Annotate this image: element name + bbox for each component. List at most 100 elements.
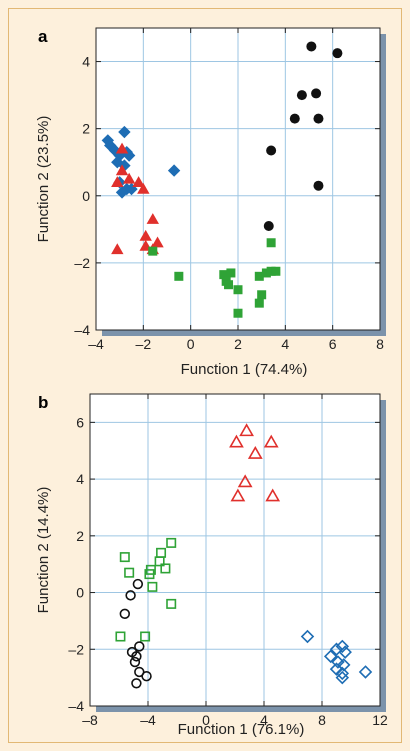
y-tick-label: –2	[74, 255, 90, 271]
data-points	[101, 41, 343, 318]
chart-panel-a: –4 –2 0 2 4 6 8 –4 –2 0 2 4 Function 1 (74.4%) Functi…	[35, 27, 386, 378]
data-point-diamond	[358, 665, 373, 679]
data-point-square	[271, 266, 281, 276]
data-point-square	[266, 266, 276, 276]
data-point-square	[254, 271, 264, 281]
y-tick-label: –4	[74, 322, 90, 338]
data-point-diamond	[337, 658, 351, 672]
data-point-circle	[313, 180, 324, 191]
x-axis-label: Function 1 (76.1%)	[178, 721, 305, 738]
x-tick-label: 4	[281, 336, 289, 352]
data-point-diamond	[335, 670, 350, 685]
data-point-square	[144, 569, 155, 580]
data-point-triangle	[111, 243, 124, 255]
x-tick-label: –8	[82, 712, 98, 728]
y-axis-label: Function 2 (23.5%)	[35, 116, 52, 243]
data-point-triangle	[115, 142, 129, 154]
data-point-circle	[131, 678, 142, 689]
data-point-square	[226, 268, 236, 278]
y-tick-label: –4	[68, 698, 84, 714]
data-point-diamond	[338, 645, 352, 659]
data-point-triangle	[132, 176, 145, 188]
y-axis-label: Function 2 (14.4%)	[35, 487, 52, 614]
data-point-circle	[129, 656, 141, 668]
x-tick-label: 0	[202, 712, 210, 728]
x-tick-label: 6	[329, 336, 337, 352]
data-point-triangle	[151, 236, 164, 248]
data-point-diamond	[329, 662, 344, 676]
data-point-circle	[332, 48, 343, 59]
data-point-square	[266, 238, 276, 248]
data-point-square	[148, 246, 158, 256]
data-point-triangle	[146, 213, 159, 224]
data-point-circle	[263, 220, 274, 231]
data-point-triangle	[237, 474, 253, 488]
x-tick-label: 12	[372, 712, 388, 728]
data-point-triangle	[265, 488, 281, 502]
data-point-square	[224, 280, 234, 290]
x-tick-label: 4	[260, 712, 268, 728]
data-point-diamond	[335, 666, 350, 681]
data-point-diamond	[122, 149, 136, 162]
data-point-triangle	[137, 182, 150, 194]
data-point-circle	[134, 641, 145, 652]
data-point-circle	[132, 578, 144, 590]
x-tick-label: 8	[318, 712, 326, 728]
data-point-square	[166, 537, 177, 548]
data-point-square	[147, 581, 158, 592]
data-point-triangle	[247, 445, 263, 459]
y-tick-label: 2	[76, 528, 84, 544]
data-point-square	[233, 285, 243, 295]
data-point-square	[174, 271, 184, 281]
data-point-circle	[131, 651, 142, 662]
data-point-triangle	[230, 488, 246, 502]
data-point-triangle	[229, 434, 244, 448]
data-point-square	[115, 631, 126, 642]
plot-border	[89, 393, 381, 707]
data-point-diamond	[323, 649, 338, 664]
data-point-circle	[125, 590, 136, 601]
x-axis-label: Function 1 (74.4%)	[181, 361, 308, 378]
panel-letter: a	[38, 27, 48, 46]
y-tick-label: 0	[82, 188, 90, 204]
data-point-circle	[313, 113, 324, 124]
x-tick-label: 2	[234, 336, 242, 352]
data-point-diamond	[115, 186, 129, 199]
data-point-circle	[119, 608, 131, 620]
data-point-diamond	[329, 642, 344, 657]
data-point-diamond	[113, 149, 126, 162]
data-point-square	[166, 598, 177, 609]
x-tick-label: –4	[88, 336, 104, 352]
data-point-diamond	[167, 164, 181, 177]
data-point-triangle	[139, 229, 152, 241]
y-tick-label: 0	[76, 585, 84, 601]
data-point-triangle	[122, 172, 136, 184]
data-point-square	[254, 298, 264, 308]
y-tick-label: –2	[68, 641, 84, 657]
y-tick-label: 2	[82, 121, 90, 137]
data-point-circle	[296, 90, 307, 101]
data-point-triangle	[263, 434, 279, 448]
data-point-square	[119, 552, 130, 563]
data-point-circle	[311, 88, 322, 99]
data-point-diamond	[118, 125, 131, 139]
panel-letter: b	[38, 393, 48, 412]
data-point-square	[160, 563, 171, 574]
data-point-circle	[141, 671, 152, 682]
data-point-square	[124, 567, 135, 578]
figure-frame	[8, 8, 402, 743]
x-tick-label: –4	[140, 712, 156, 728]
data-point-triangle	[115, 164, 129, 176]
data-point-diamond	[335, 639, 350, 654]
data-point-square	[219, 270, 229, 280]
data-point-square	[257, 290, 267, 300]
y-tick-label: 4	[76, 471, 84, 487]
y-tick-label: 4	[82, 54, 90, 70]
data-point-square	[233, 308, 243, 318]
data-point-diamond	[331, 655, 345, 669]
x-tick-label: 0	[187, 336, 195, 352]
data-point-circle	[289, 113, 300, 124]
data-point-square	[261, 268, 271, 278]
x-tick-label: –2	[136, 336, 152, 352]
